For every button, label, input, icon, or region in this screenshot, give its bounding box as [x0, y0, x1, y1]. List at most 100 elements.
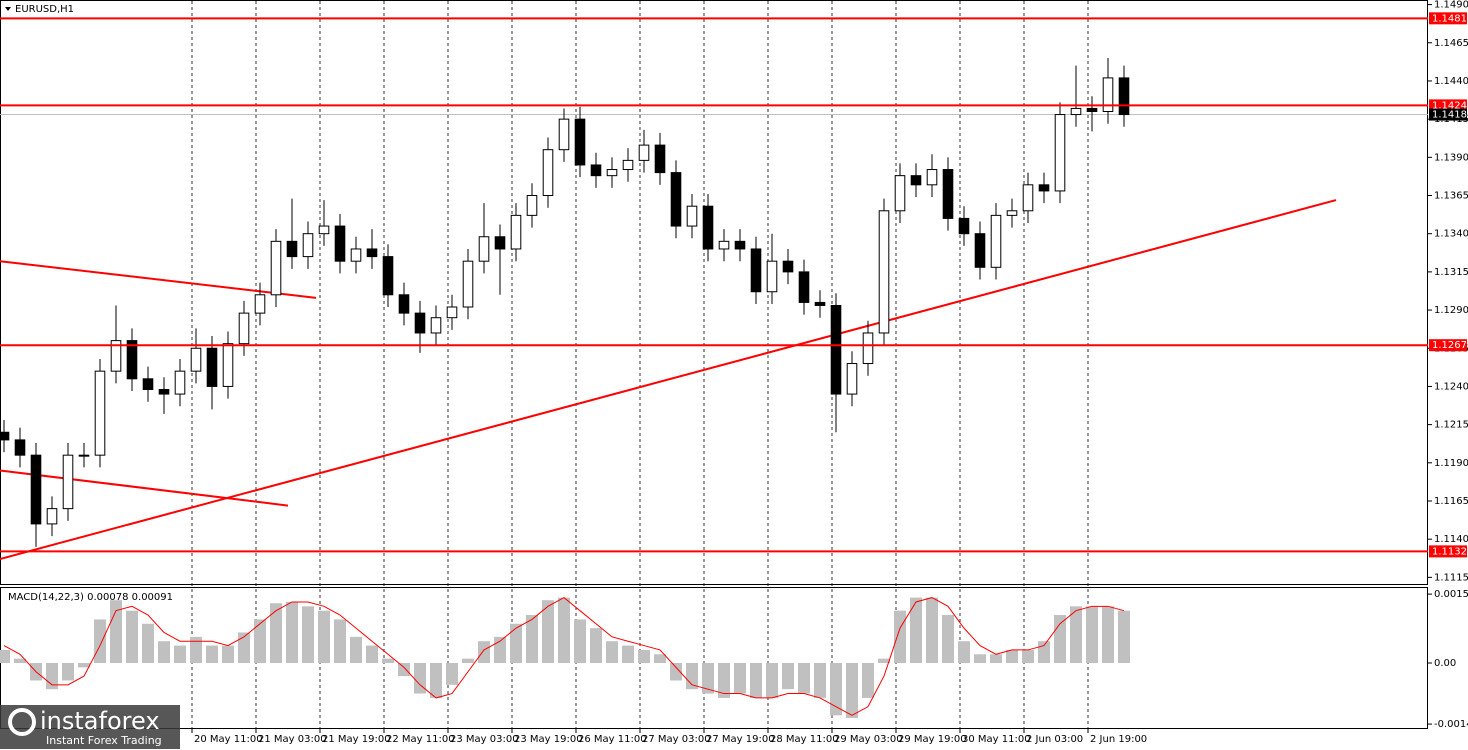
macd-bar	[14, 658, 26, 664]
macd-bar	[702, 663, 714, 694]
candle-body	[958, 217, 970, 235]
macd-bar	[190, 636, 202, 664]
macd-bar	[910, 597, 922, 664]
candle-body	[1054, 114, 1066, 192]
macd-bar	[446, 663, 458, 685]
macd-bar	[670, 663, 682, 681]
candle-body	[926, 169, 938, 186]
macd-bar	[1038, 641, 1050, 664]
macd-bar	[782, 663, 794, 690]
x-tick-label: 29 May 03:00	[834, 734, 903, 745]
candle-body	[638, 144, 650, 161]
candle-body	[590, 164, 602, 177]
macd-bar	[1102, 606, 1114, 664]
macd-bar	[654, 654, 666, 664]
candle-body	[654, 144, 666, 174]
candle-body	[766, 260, 778, 293]
y-tick-label: 0.00158	[1434, 589, 1468, 600]
candle-body	[910, 175, 922, 186]
candle-body	[526, 195, 538, 216]
candle-body	[670, 172, 682, 227]
x-tick-label: 23 May 19:00	[514, 734, 583, 745]
macd-bar	[0, 649, 10, 664]
candle-body	[414, 312, 426, 334]
candle-body	[1022, 184, 1034, 212]
candle-body	[350, 248, 362, 262]
logo-icon	[8, 708, 36, 736]
y-tick-label: -0.0014	[1434, 719, 1468, 730]
candle-body	[302, 233, 314, 258]
candle-body	[542, 149, 554, 197]
macd-bar	[638, 649, 650, 664]
candle-body	[190, 347, 202, 372]
macd-bar	[830, 663, 842, 716]
x-tick-label: 29 May 19:00	[898, 734, 967, 745]
candle-body	[254, 294, 266, 314]
candle-body	[30, 454, 42, 525]
macd-bar	[1006, 649, 1018, 664]
macd-bar	[158, 641, 170, 664]
candle-body	[718, 240, 730, 250]
candle-body	[462, 260, 474, 308]
macd-bar	[222, 645, 234, 664]
macd-bar	[574, 619, 586, 664]
logo-name: instaforex	[40, 707, 160, 735]
macd-bar	[814, 663, 826, 698]
x-tick-label: 27 May 03:00	[642, 734, 711, 745]
candle-body	[334, 225, 346, 262]
symbol-menu-icon[interactable]	[5, 7, 11, 11]
macd-bar	[1118, 610, 1130, 664]
macd-bar	[478, 641, 490, 664]
macd-bar	[286, 601, 298, 664]
macd-bar	[110, 600, 122, 664]
candle-body	[1070, 107, 1082, 116]
candle-body	[990, 214, 1002, 268]
y-tick-label: 1.1215	[1434, 420, 1468, 431]
candle-body	[110, 340, 122, 372]
candle-body	[14, 439, 26, 456]
candle-body	[1118, 77, 1130, 116]
macd-bar	[1070, 606, 1082, 664]
trend-line	[0, 199, 1337, 560]
candle-body	[238, 312, 250, 345]
candle-body	[1086, 107, 1098, 113]
macd-bar	[542, 600, 554, 664]
macd-bar	[558, 597, 570, 664]
x-tick-label: 2 Jun 19:00	[1090, 734, 1147, 745]
macd-signal-line	[3, 596, 1125, 716]
candle-body	[830, 304, 842, 395]
macd-bar	[126, 610, 138, 664]
candle-body	[78, 454, 90, 457]
y-tick-label: 1.1365	[1434, 191, 1468, 202]
candle-body	[286, 240, 298, 258]
macd-bar	[590, 628, 602, 664]
macd-bar	[510, 623, 522, 664]
logo: instaforex Instant Forex Trading	[0, 705, 180, 749]
x-tick-label: 27 May 19:00	[706, 734, 775, 745]
macd-bar	[846, 663, 858, 718]
candle-body	[270, 240, 282, 296]
macd-bar	[766, 663, 778, 698]
x-tick-label: 23 May 03:00	[450, 734, 519, 745]
candle-body	[686, 205, 698, 227]
macd-bar	[382, 658, 394, 664]
candle-body	[478, 236, 490, 262]
candle-body	[862, 332, 874, 365]
level-label: 1.1424	[1432, 100, 1467, 111]
macd-bar	[606, 641, 618, 664]
candle-body	[702, 205, 714, 250]
macd-bar	[974, 654, 986, 664]
trend-line	[0, 260, 317, 299]
x-tick-label: 26 May 11:00	[578, 734, 647, 745]
candle-body	[46, 508, 58, 525]
level-label-bg	[1429, 12, 1467, 25]
symbol-title: EURUSD,H1	[15, 4, 74, 15]
macd-title: MACD(14,22,3) 0.00078 0.00091	[8, 592, 173, 603]
macd-bar	[926, 597, 938, 664]
macd-bar	[1086, 606, 1098, 664]
macd-bar	[206, 645, 218, 664]
candle-body	[206, 347, 218, 387]
macd-bar	[958, 641, 970, 664]
candle-body	[62, 454, 74, 510]
y-tick-label: 1.1390	[1434, 152, 1468, 163]
